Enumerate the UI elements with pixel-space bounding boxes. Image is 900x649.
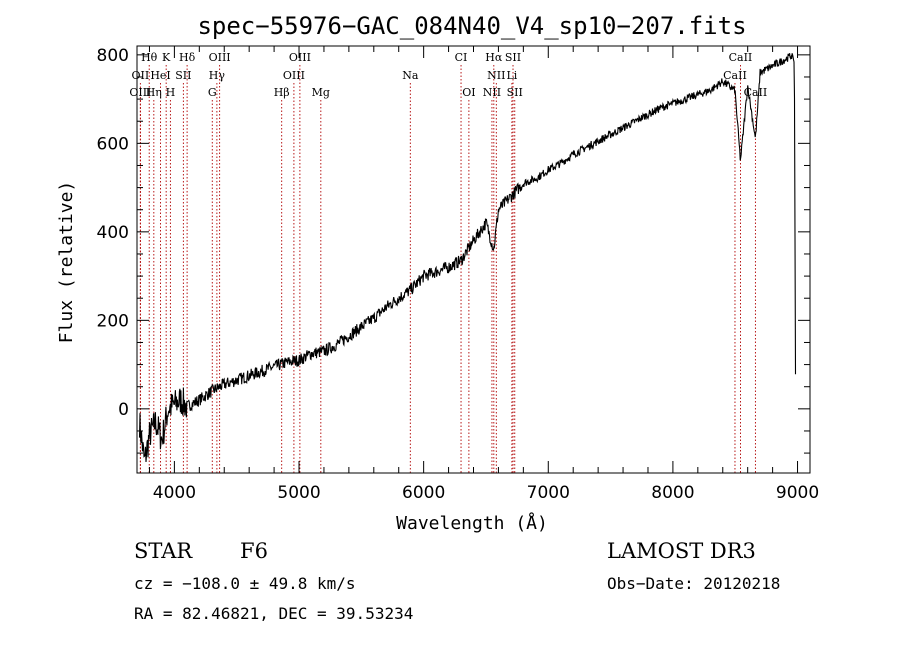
line-marker-label: OIII bbox=[209, 51, 231, 64]
line-marker-label: OI bbox=[462, 86, 475, 99]
line-marker-label: SII bbox=[505, 51, 521, 64]
line-marker-label: OIII bbox=[129, 86, 151, 99]
line-marker-label: Na bbox=[402, 69, 419, 82]
x-tick-label: 4000 bbox=[153, 483, 196, 503]
x-tick-label: 6000 bbox=[402, 483, 445, 503]
observation-date: Obs−Date: 20120218 bbox=[607, 574, 781, 593]
line-marker-label: H bbox=[166, 86, 176, 99]
line-marker-label: NII bbox=[487, 69, 505, 82]
y-tick-label: 400 bbox=[97, 223, 129, 243]
y-tick-label: 800 bbox=[97, 46, 129, 66]
plot-frame bbox=[136, 45, 811, 474]
line-marker-label: OIII bbox=[283, 69, 305, 82]
line-marker-label: Hη bbox=[146, 86, 162, 99]
line-marker-label: Hδ bbox=[179, 51, 196, 64]
y-tick-label: 200 bbox=[97, 311, 129, 331]
line-marker-label: HeI bbox=[150, 69, 170, 82]
line-marker-label: SII bbox=[507, 86, 523, 99]
line-marker-label: OII bbox=[132, 69, 150, 82]
y-axis-label: Flux (relative) bbox=[56, 181, 77, 344]
x-tick-label: 8000 bbox=[651, 483, 694, 503]
line-marker-label: CaII bbox=[744, 86, 768, 99]
line-marker-label: Li bbox=[506, 69, 517, 82]
y-tick-label: 600 bbox=[97, 134, 129, 154]
x-tick-label: 9000 bbox=[776, 483, 819, 503]
redshift-velocity: cz = −108.0 ± 49.8 km/s bbox=[134, 574, 356, 593]
line-marker-label: Hγ bbox=[209, 69, 226, 82]
y-tick-label: 0 bbox=[118, 400, 129, 420]
line-marker-label: OIII bbox=[289, 51, 311, 64]
chart-title: spec−55976−GAC_084N40_V4_sp10−207.fits bbox=[197, 12, 746, 40]
line-marker-label: CaII bbox=[723, 69, 747, 82]
survey-name: LAMOST DR3 bbox=[607, 539, 756, 563]
spectrum-line bbox=[138, 53, 797, 463]
line-marker-label: CaII bbox=[729, 51, 753, 64]
object-subclass: F6 bbox=[240, 539, 268, 563]
line-marker-label: K bbox=[162, 51, 171, 64]
line-marker-label: Hθ bbox=[141, 51, 158, 64]
line-marker-lines bbox=[139, 65, 756, 473]
line-marker-label: G bbox=[208, 86, 217, 99]
x-tick-label: 5000 bbox=[277, 483, 320, 503]
coordinates: RA = 82.46821, DEC = 39.53234 bbox=[134, 604, 414, 623]
line-marker-label: SII bbox=[175, 69, 191, 82]
line-marker-label: NII bbox=[483, 86, 501, 99]
x-tick-label: 7000 bbox=[527, 483, 570, 503]
x-axis-ticks: 4000 5000 6000 7000 8000 9000 bbox=[148, 46, 819, 503]
y-axis-ticks: 0 200 400 600 800 bbox=[97, 46, 810, 454]
x-axis-label: Wavelength (Å) bbox=[396, 512, 548, 534]
line-marker-label: Hα bbox=[485, 51, 503, 64]
line-marker-label: Hβ bbox=[274, 86, 290, 99]
object-class: STAR bbox=[134, 539, 193, 563]
line-marker-label: CI bbox=[455, 51, 468, 64]
line-marker-label: Mg bbox=[312, 86, 330, 99]
